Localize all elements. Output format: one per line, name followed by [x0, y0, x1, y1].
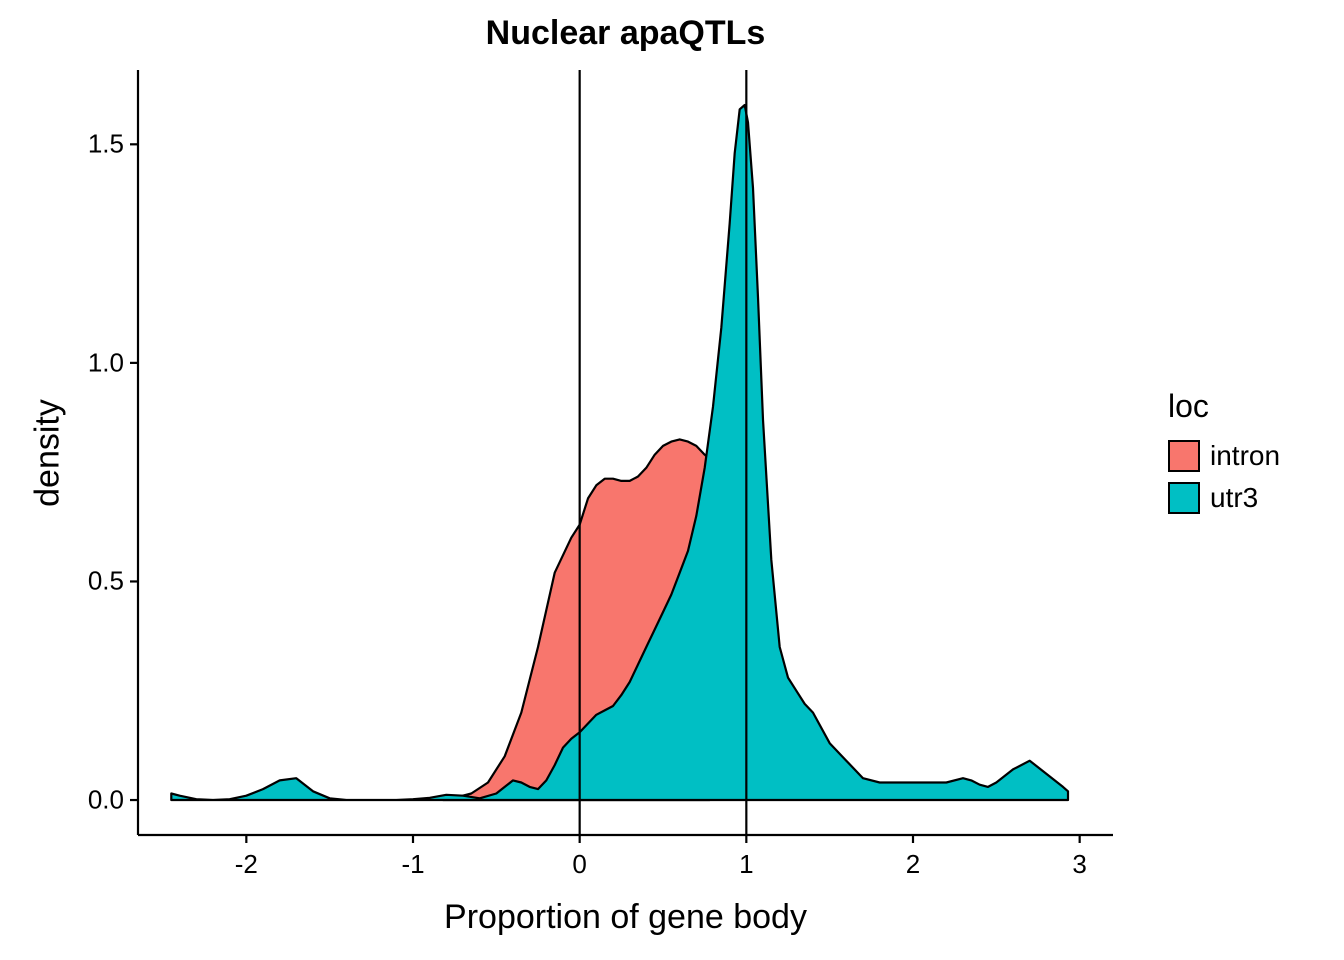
x-tick-label: -2 — [234, 849, 258, 879]
chart-title: Nuclear apaQTLs — [485, 14, 766, 52]
legend-label-utr3: utr3 — [1210, 482, 1259, 513]
x-tick-label: -1 — [401, 849, 425, 879]
legend-label-intron: intron — [1210, 440, 1281, 471]
y-tick-label: 0.0 — [87, 784, 124, 815]
y-axis-label: density — [28, 399, 67, 507]
y-tick-label: 1.5 — [87, 128, 124, 159]
axes — [130, 70, 1113, 843]
legend: loc intron utr3 — [1168, 388, 1280, 519]
x-tick-label: 3 — [1072, 849, 1087, 879]
y-tick-label: 0.5 — [87, 565, 124, 596]
y-tick-label: 1.0 — [87, 347, 124, 378]
legend-item-intron: intron — [1168, 435, 1280, 477]
x-axis-label: Proportion of gene body — [444, 898, 807, 936]
legend-title: loc — [1168, 388, 1209, 424]
legend-swatch-utr3 — [1168, 482, 1200, 514]
legend-swatch-intron — [1168, 440, 1200, 472]
x-tick-label: 0 — [572, 849, 587, 879]
density-area-utr3 — [170, 103, 1070, 802]
x-tick-label: 2 — [905, 849, 921, 879]
vertical-reference-lines — [578, 70, 748, 835]
x-tick-label: 1 — [739, 849, 754, 879]
legend-item-utr3: utr3 — [1168, 477, 1280, 519]
density-areas — [170, 103, 1070, 802]
